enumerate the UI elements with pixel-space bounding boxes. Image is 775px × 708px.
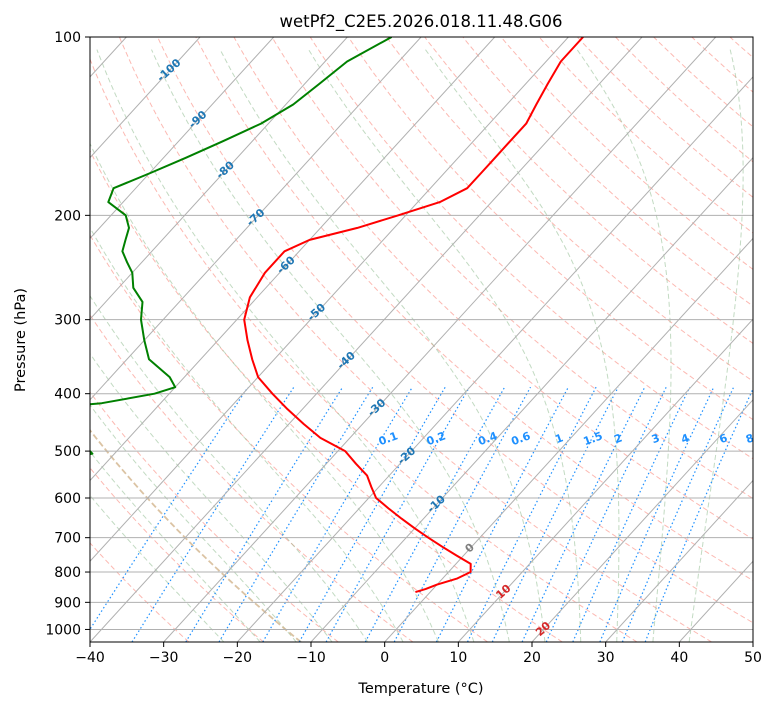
isotherm-line (310, 156, 753, 642)
mixing-ratio-line (298, 386, 446, 642)
moist-adiabat-line (688, 49, 744, 642)
moist-adiabat-line (90, 294, 369, 642)
mixing-ratio-label: 8 (744, 431, 756, 446)
isotherm-line (90, 37, 569, 563)
dry-adiabat-line (195, 37, 753, 582)
isotherm-line (90, 37, 643, 642)
moist-adiabat-line (90, 494, 225, 642)
axes: −40 −30 −20 −10 0 10 20 30 40 5010020030040050060… (45, 30, 762, 666)
reference-adiabat-line (90, 428, 302, 642)
y-tick-label: 400 (54, 387, 81, 403)
mixing-ratio-label: 3 (650, 431, 662, 446)
mixing-ratio-label: 0.1 (377, 429, 400, 448)
y-tick-label: 600 (54, 491, 81, 507)
isotherm-line (384, 237, 753, 642)
y-tick-label: 900 (54, 595, 81, 611)
moist-adiabat-line (96, 49, 475, 642)
isotherm-line (163, 37, 717, 642)
y-tick-label: 700 (54, 531, 81, 547)
dry-adiabat-line (90, 149, 563, 642)
plot-area: -100-90-80-70-60-50-40-30-20-10010203040… (90, 37, 756, 642)
isotherm-line (90, 37, 275, 240)
mixing-ratio-line (644, 387, 753, 642)
mixing-ratio-label: 0.2 (425, 429, 448, 448)
mixing-ratio-label: 1.5 (582, 429, 605, 448)
isotherm-line (236, 76, 753, 642)
x-tick-label: 30 (597, 650, 615, 666)
mixing-ratio-label: 4 (679, 431, 691, 446)
moist-adiabat-line (151, 49, 510, 642)
moist-adiabat-line (308, 49, 582, 642)
moist-adiabat-line (90, 450, 261, 642)
mixing-ratio-label: 0.4 (476, 429, 499, 448)
x-tick-label: 50 (744, 650, 762, 666)
dry-adiabat-line (90, 467, 264, 642)
moist-adiabat-line (219, 49, 546, 642)
mixing-ratio-label: 6 (718, 431, 730, 446)
mixing-ratio-line (325, 386, 470, 642)
x-axis-title: Temperature (°C) (357, 681, 483, 697)
y-tick-label: 800 (54, 565, 81, 581)
mixing-ratio-line (185, 386, 344, 642)
dry-adiabat-line (90, 314, 414, 642)
isotherm-line (605, 479, 753, 642)
x-tick-label: 40 (670, 650, 688, 666)
dry-adiabat-line (385, 37, 753, 382)
mixing-ratio-label: 0.6 (509, 429, 532, 448)
x-tick-label: −20 (223, 650, 253, 666)
x-tick-label: 10 (449, 650, 467, 666)
y-tick-label: 100 (54, 30, 81, 46)
isotherm-line (531, 399, 753, 642)
chart-title: wetPf2_C2E5.2026.018.11.48.G06 (279, 12, 562, 32)
plot-frame (89, 36, 754, 643)
y-axis-title: Pressure (hPa) (13, 288, 29, 392)
dry-adiabat-line (90, 234, 488, 642)
mixing-ratio-line (218, 386, 374, 642)
moist-adiabat-line (424, 49, 620, 642)
mixing-ratio-line (621, 386, 735, 642)
isotherm-line (90, 37, 496, 482)
dry-adiabat-line (347, 37, 753, 421)
dry-adiabat-line (157, 37, 753, 624)
moist-adiabat-line (90, 226, 404, 642)
x-tick-label: −40 (75, 650, 105, 666)
y-tick-label: 300 (54, 313, 81, 329)
mixing-ratio-label: 2 (612, 431, 624, 446)
y-tick-label: 500 (54, 444, 81, 460)
isotherm-line (90, 37, 348, 320)
mixing-ratio-line (435, 386, 569, 642)
isotherm-line (90, 37, 201, 159)
temperature-profile-line (243, 37, 584, 594)
dry-adiabat-line (271, 37, 753, 500)
mixing-ratio-label: 1 (553, 431, 565, 446)
dry-adiabat-line (118, 37, 712, 642)
dewpoint-profile-line (90, 37, 393, 456)
y-tick-label: 200 (54, 208, 81, 224)
x-tick-label: 0 (380, 650, 389, 666)
dry-adiabat-line (462, 37, 753, 307)
isotherm-line (457, 318, 753, 642)
dry-adiabat-line (90, 391, 339, 642)
x-tick-label: −30 (149, 650, 179, 666)
moist-adiabat-line (576, 49, 672, 642)
y-tick-label: 1000 (45, 622, 81, 638)
x-tick-label: −10 (296, 650, 326, 666)
dry-adiabat-line (233, 37, 753, 540)
moist-adiabat-line (90, 352, 333, 642)
x-tick-label: 20 (523, 650, 541, 666)
